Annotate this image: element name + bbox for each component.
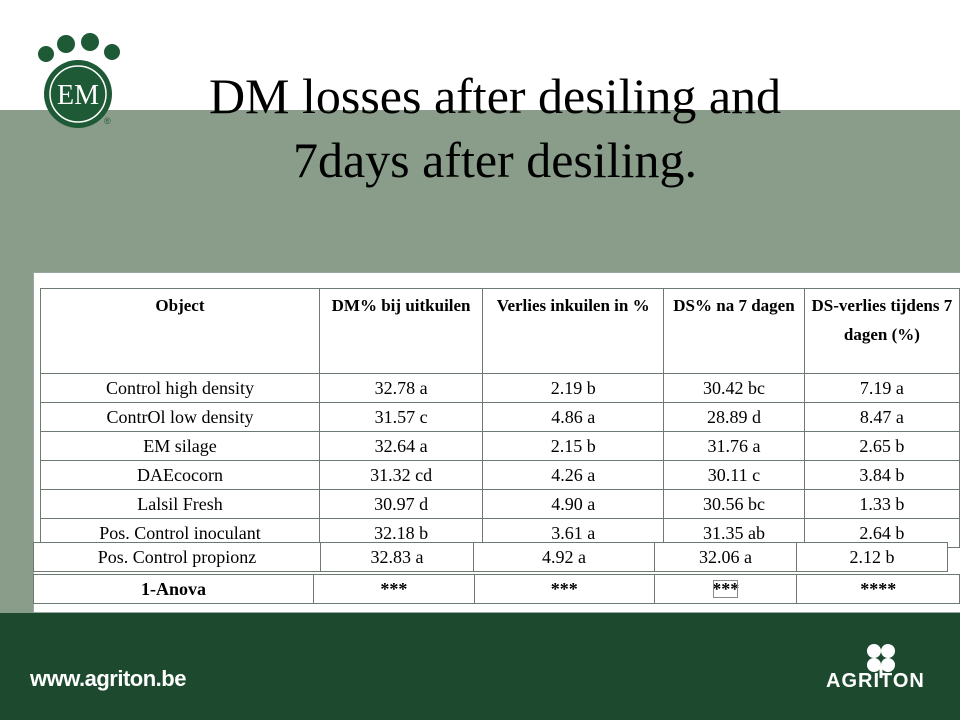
cell-dm: 31.32 cd [318, 460, 484, 490]
cell-object: EM silage [40, 431, 320, 461]
cell-object: Pos. Control propionz [33, 542, 321, 572]
cell-ds7: 28.89 d [663, 402, 805, 432]
cell-dsloss: 3.84 b [803, 460, 960, 490]
cell-dm: *** [313, 574, 475, 604]
cell-object: 1-Anova [32, 574, 315, 604]
cell-loss: 4.92 a [473, 542, 655, 572]
propionz-table: Pos. Control propionz 32.83 a 4.92 a 32.… [33, 542, 948, 572]
title-line-1: DM losses after desiling and [208, 68, 782, 124]
cell-dsloss: 7.19 a [803, 373, 960, 403]
title-line-2: 7days after desiling. [292, 132, 698, 188]
cell-ds7: 32.06 a [654, 542, 797, 572]
cell-loss: 2.15 b [482, 431, 665, 461]
cell-ds7: *** [653, 574, 798, 604]
cell-object: Control high density [40, 373, 320, 403]
cell-loss: 4.26 a [482, 460, 665, 490]
table-row: Control high density 32.78 a 2.19 b 30.4… [40, 373, 960, 403]
page-title: DM losses after desiling and 7days after… [130, 64, 860, 192]
cell-dm: 32.78 a [318, 373, 484, 403]
cell-object: Lalsil Fresh [40, 489, 320, 519]
cell-dsloss: 1.33 b [803, 489, 960, 519]
footer-band [0, 613, 960, 720]
cell-loss: *** [473, 574, 655, 604]
paw-logo-icon: EM ® [38, 33, 120, 128]
header-dm: DM% bij uitkuilen [318, 288, 484, 374]
cell-dm: 30.97 d [318, 489, 484, 519]
cell-loss: 4.90 a [482, 489, 665, 519]
brand-name: AGRITON [826, 670, 925, 692]
table-row: EM silage 32.64 a 2.15 b 31.76 a 2.65 b [40, 431, 960, 461]
cell-object: ContrOl low density [40, 402, 320, 432]
cell-dsloss: 2.12 b [796, 542, 948, 572]
cell-object: DAEcocorn [40, 460, 320, 490]
cell-loss: 4.86 a [482, 402, 665, 432]
table-row: Pos. Control propionz 32.83 a 4.92 a 32.… [33, 542, 948, 572]
cell-ds7: 30.56 bc [663, 489, 805, 519]
header-loss: Verlies inkuilen in % [482, 288, 665, 374]
header-ds7: DS% na 7 dagen [663, 288, 805, 374]
cell-dm: 32.83 a [320, 542, 474, 572]
footer-url[interactable]: www.agriton.be [30, 666, 186, 691]
table-row: Lalsil Fresh 30.97 d 4.90 a 30.56 bc 1.3… [40, 489, 960, 519]
anova-table: 1-Anova *** *** *** **** [32, 574, 960, 604]
cell-ds7: 30.11 c [663, 460, 805, 490]
header-object: Object [40, 288, 320, 374]
results-table: Object DM% bij uitkuilen Verlies inkuile… [40, 288, 960, 548]
svg-text:®: ® [104, 116, 111, 126]
header-band [0, 0, 960, 110]
header-dsloss: DS-verlies tijdens 7 dagen (%) [803, 288, 960, 374]
table-row: DAEcocorn 31.32 cd 4.26 a 30.11 c 3.84 b [40, 460, 960, 490]
clover-icon [867, 644, 895, 678]
table-row: ContrOl low density 31.57 c 4.86 a 28.89… [40, 402, 960, 432]
ds7-significance: *** [712, 579, 740, 599]
table-header-row: Object DM% bij uitkuilen Verlies inkuile… [40, 288, 960, 374]
logo-text: EM [57, 80, 99, 111]
cell-dsloss: 2.65 b [803, 431, 960, 461]
cell-ds7: 30.42 bc [663, 373, 805, 403]
cell-dsloss: **** [796, 574, 960, 604]
cell-ds7: 31.76 a [663, 431, 805, 461]
cell-dsloss: 8.47 a [803, 402, 960, 432]
anova-row: 1-Anova *** *** *** **** [32, 574, 960, 604]
cell-dm: 31.57 c [318, 402, 484, 432]
cell-loss: 2.19 b [482, 373, 665, 403]
cell-dm: 32.64 a [318, 431, 484, 461]
